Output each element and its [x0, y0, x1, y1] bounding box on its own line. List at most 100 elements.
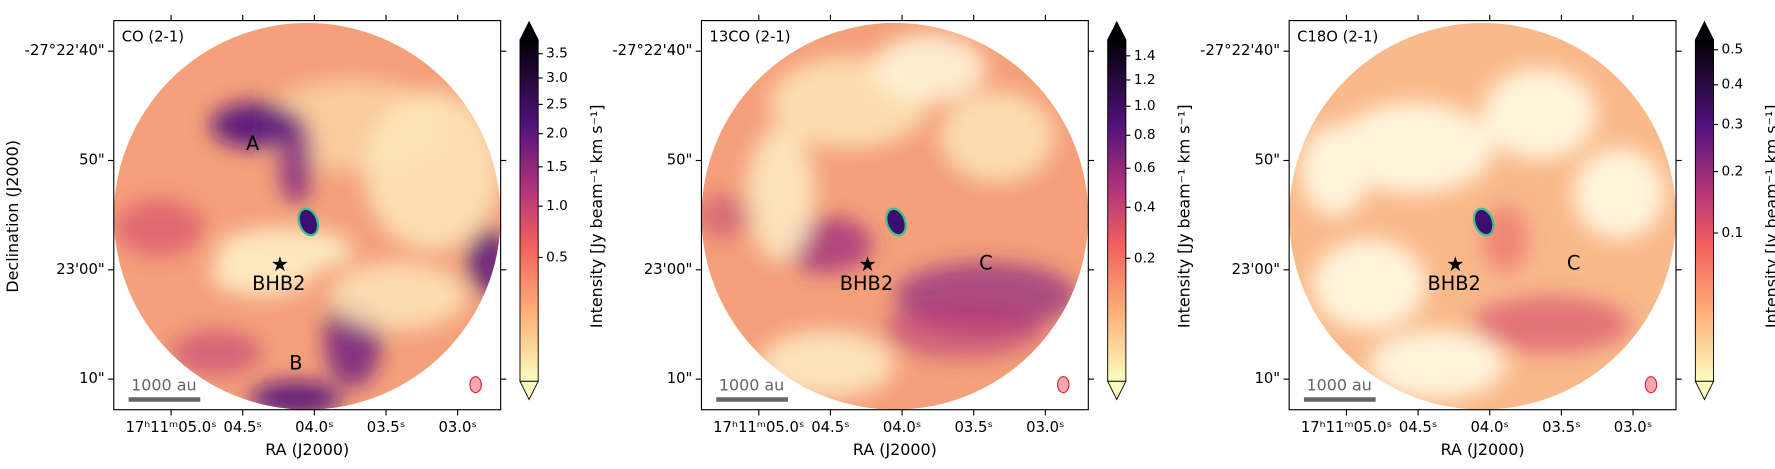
x-tick-label: 04.0ˢ — [1471, 419, 1509, 436]
x-tick-label: 03.0ˢ — [1614, 419, 1652, 436]
y-tick-label: 50" — [667, 152, 693, 169]
colorbar-label: Intensity [Jy beam⁻¹ km s⁻¹] — [1762, 104, 1775, 328]
colorbar — [519, 39, 539, 382]
scalebar-label: 1000 au — [131, 375, 196, 394]
map-blob — [1334, 102, 1494, 194]
frame — [113, 20, 502, 411]
x-tick-label: 03.5ˢ — [367, 419, 405, 436]
map-blob — [1573, 148, 1665, 240]
colorbar-tick-label: 0.2 — [1722, 164, 1744, 180]
colorbar-label: Intensity [Jy beam⁻¹ km s⁻¹] — [1175, 104, 1194, 328]
map-blob — [329, 261, 467, 331]
colorbar-tick-label: 3.0 — [546, 70, 568, 86]
x-tick-label: 17ʰ11ᵐ05.0ˢ — [125, 419, 216, 436]
x-axis-label: RA (J2000) — [265, 440, 349, 459]
map-structure — [1300, 68, 1665, 399]
protostar-core — [885, 207, 907, 237]
y-tick-label: 23'00" — [644, 261, 692, 278]
colorbar-tick-label: 0.4 — [1722, 77, 1744, 93]
annotation: BHB2 — [1427, 272, 1480, 295]
y-tick-label: 10" — [79, 370, 105, 387]
map-blob — [170, 330, 262, 376]
x-tick-label: 04.0ˢ — [883, 419, 921, 436]
colorbar-tick-label: 1.4 — [1134, 48, 1156, 64]
scalebar-label: 1000 au — [1307, 375, 1372, 394]
star-marker: ★ — [1446, 252, 1464, 276]
colorbar — [1694, 39, 1715, 382]
frame — [700, 20, 1089, 411]
x-tick-label: 04.0ˢ — [295, 419, 333, 436]
x-tick-label: 03.0ˢ — [438, 419, 476, 436]
map-blob — [364, 91, 501, 251]
y-tick-label: 23'00" — [1232, 261, 1280, 278]
colorbar-tick-label: 3.5 — [546, 46, 568, 62]
panel-title: CO (2-1) — [122, 29, 184, 46]
colorbar-label: Intensity [Jy beam⁻¹ km s⁻¹] — [587, 104, 606, 328]
panel-title: C18O (2-1) — [1297, 29, 1378, 46]
map-structure — [701, 34, 1077, 399]
frame — [1288, 20, 1677, 411]
map-blob — [466, 227, 501, 296]
annotation: BHB2 — [252, 272, 305, 295]
y-tick-label: 10" — [667, 370, 693, 387]
y-tick-label: 50" — [1254, 152, 1280, 169]
y-tick-label: -27°22'40" — [1200, 42, 1280, 59]
colorbar-tick-label: 1.0 — [1134, 98, 1156, 114]
protostar-core — [1472, 207, 1495, 237]
map-blob — [746, 125, 816, 262]
map-blob — [1482, 68, 1597, 160]
y-tick-label: 10" — [1254, 370, 1280, 387]
y-axis-label: Declination (J2000) — [3, 140, 22, 293]
colorbar-tick-label: 0.8 — [1134, 127, 1156, 143]
beam — [469, 376, 482, 394]
map-blob — [883, 301, 1043, 359]
annotation: BHB2 — [840, 272, 893, 295]
colorbar-tick-label: 1.2 — [1134, 72, 1156, 88]
map-blob — [940, 91, 1055, 183]
colorbar-tick-label: 2.0 — [546, 126, 568, 142]
x-tick-label: 04.5ˢ — [1399, 419, 1437, 436]
colorbar-tick-label: 1.0 — [546, 198, 568, 214]
map-blob — [278, 113, 313, 205]
map-blob — [1471, 295, 1631, 353]
protostar-core — [297, 207, 320, 237]
annotation: A — [246, 132, 260, 155]
map-blob — [1368, 330, 1506, 399]
beam — [1644, 376, 1658, 394]
colorbar-tick-label: 0.5 — [546, 249, 568, 265]
x-tick-label: 17ʰ11ᵐ05.0ˢ — [713, 419, 804, 436]
beam — [1057, 376, 1070, 394]
map-blob — [701, 193, 753, 240]
y-tick-label: -27°22'40" — [612, 42, 692, 59]
colorbar-extend-top — [1106, 20, 1127, 41]
colorbar-tick-label: 0.3 — [1722, 116, 1744, 132]
colorbar-tick-label: 0.5 — [1722, 42, 1744, 58]
colorbar-extend-bottom — [1694, 380, 1715, 401]
map-blob — [872, 34, 986, 103]
colorbar-tick-label: 0.1 — [1722, 225, 1744, 241]
colorbar-extend-top — [1694, 20, 1715, 41]
colorbar-extend-bottom — [519, 380, 539, 401]
x-tick-label: 03.5ˢ — [1542, 419, 1580, 436]
x-tick-label: 04.5ˢ — [224, 419, 262, 436]
map-blob — [1311, 239, 1426, 331]
map-blob — [210, 102, 302, 149]
y-tick-label: -27°22'40" — [25, 42, 105, 59]
y-tick-label: 50" — [79, 152, 105, 169]
colorbar-tick-label: 0.2 — [1134, 250, 1156, 266]
colorbar-extend-bottom — [1106, 380, 1127, 401]
colorbar-tick-label: 1.5 — [546, 159, 568, 175]
annotation: C — [979, 252, 993, 275]
x-tick-label: 04.5ˢ — [811, 419, 849, 436]
annotation: B — [289, 352, 302, 375]
panel-title: 13CO (2-1) — [709, 29, 790, 46]
colorbar-extend-top — [519, 20, 539, 41]
annotation: C — [1567, 252, 1580, 275]
map-blob — [1300, 125, 1369, 217]
y-tick-label: 23'00" — [56, 261, 104, 278]
map-blob — [216, 227, 353, 274]
scalebar-label: 1000 au — [719, 375, 784, 394]
x-tick-label: 17ʰ11ᵐ05.0ˢ — [1301, 419, 1392, 436]
x-tick-label: 03.5ˢ — [954, 419, 992, 436]
